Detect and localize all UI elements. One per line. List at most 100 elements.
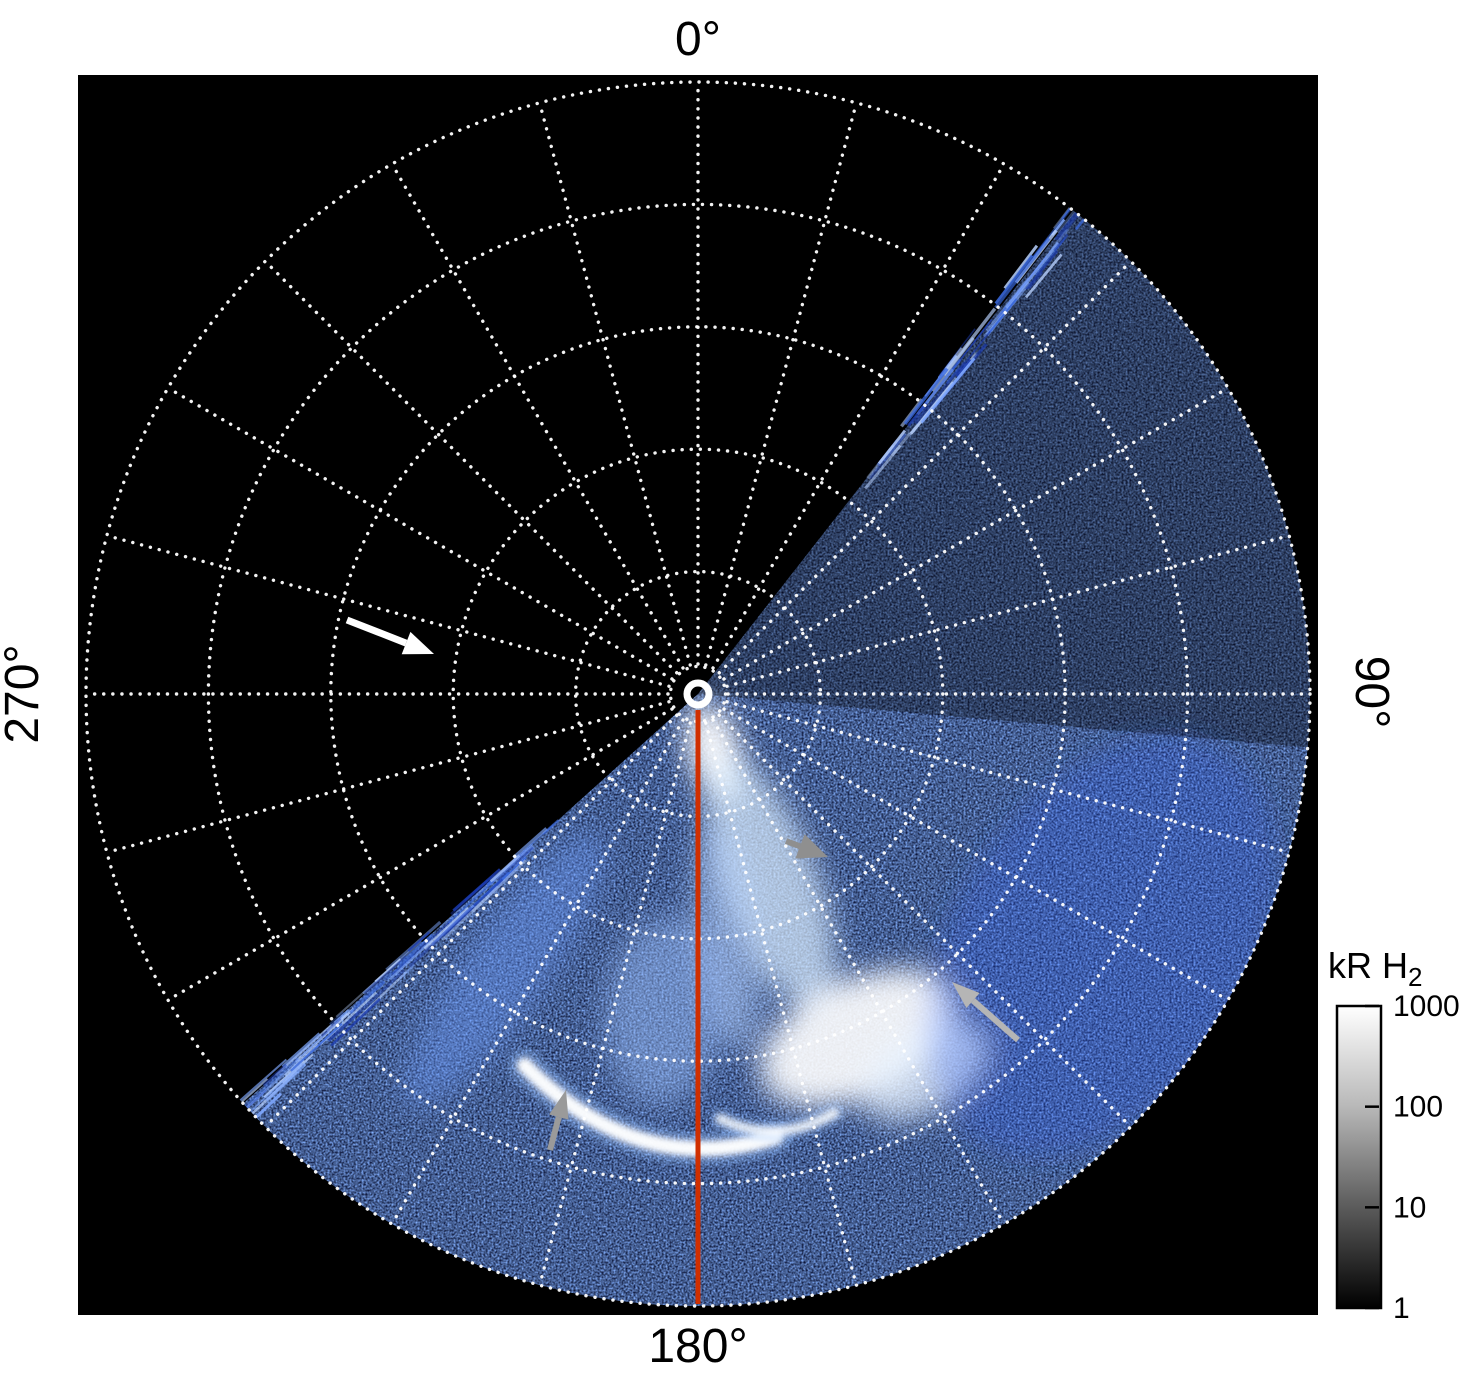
dim-sector bbox=[698, 211, 1310, 748]
fringe-streak bbox=[471, 859, 527, 913]
grid-spoke bbox=[263, 259, 679, 675]
grid-spoke bbox=[390, 718, 685, 1226]
fringe-streak bbox=[239, 1058, 288, 1102]
fringe-streak bbox=[944, 347, 963, 370]
grid-spoke bbox=[704, 101, 859, 667]
grid-spoke bbox=[725, 700, 1291, 855]
fringe-streak bbox=[447, 880, 495, 924]
fringe-streak bbox=[1005, 241, 1060, 309]
fringe-streak bbox=[920, 357, 976, 424]
fringe-streak bbox=[864, 444, 902, 490]
grid-ring bbox=[206, 202, 1190, 1186]
fringe-streak bbox=[330, 997, 381, 1047]
grid-spoke bbox=[711, 718, 1006, 1226]
fringe-streak bbox=[911, 404, 929, 425]
fringe-streak bbox=[320, 1017, 342, 1037]
gray-arrow-bottom-head bbox=[549, 1090, 569, 1120]
fringe-streak bbox=[955, 358, 972, 378]
streak-fan bbox=[704, 755, 837, 1010]
fringe-streak bbox=[1054, 212, 1078, 241]
fringe-streak bbox=[246, 1058, 301, 1109]
fringe-streak bbox=[1056, 210, 1076, 234]
fringe-streak bbox=[349, 980, 386, 1015]
grid-spoke bbox=[537, 721, 692, 1287]
gray-arrow-bottom bbox=[547, 1090, 569, 1151]
fringe-streak bbox=[327, 1009, 363, 1042]
fringe-streak bbox=[262, 1063, 288, 1087]
fringe-streak bbox=[384, 953, 415, 982]
colorbar-gradient bbox=[1335, 1004, 1383, 1310]
gray-arrow-right-shaft bbox=[971, 998, 1020, 1043]
colorbar-title: kR H2 bbox=[1328, 945, 1422, 992]
fringe-streak bbox=[431, 904, 475, 945]
gray-pointer bbox=[784, 834, 828, 859]
left-limb-streaks bbox=[404, 832, 606, 1108]
fringe-streak bbox=[407, 931, 431, 952]
grid-spoke bbox=[537, 101, 692, 667]
fringe-streak bbox=[263, 1059, 305, 1099]
fringe-streak bbox=[1053, 233, 1069, 252]
gray-arrow-right-head bbox=[952, 982, 980, 1008]
south-fill bbox=[604, 915, 726, 1106]
fringe-streak bbox=[1024, 253, 1063, 299]
colorbar-tick-label: 100 bbox=[1393, 1091, 1443, 1124]
fringe-streak bbox=[442, 878, 504, 937]
white-arrow-head bbox=[401, 631, 434, 655]
grid-spoke bbox=[722, 707, 1230, 1002]
grid-spoke bbox=[722, 386, 1230, 681]
grid-ring bbox=[84, 80, 1312, 1308]
fringe-streak bbox=[496, 846, 534, 881]
colorbar-tick-label: 1 bbox=[1393, 1292, 1410, 1325]
grid-spoke bbox=[166, 386, 674, 681]
grid-spoke bbox=[717, 713, 1133, 1129]
fringe-streak bbox=[1057, 213, 1080, 241]
fringe-streak bbox=[294, 1007, 355, 1063]
fringe-streak bbox=[869, 433, 907, 480]
fringe-streak bbox=[994, 254, 1034, 305]
fringe-streak bbox=[333, 1009, 350, 1025]
white-arrow-shaft bbox=[345, 616, 408, 647]
grid-ring bbox=[451, 447, 945, 941]
fringe-streak bbox=[300, 1029, 331, 1057]
gray-arrow-bottom-shaft bbox=[547, 1116, 562, 1151]
fringe-streak bbox=[489, 854, 521, 883]
fringe-streak bbox=[1028, 271, 1044, 290]
angle-label-180: 180° bbox=[648, 1320, 747, 1373]
fringe-streak bbox=[877, 429, 907, 465]
colorbar-tick-label: 10 bbox=[1393, 1191, 1426, 1224]
fringe-streak bbox=[329, 1011, 345, 1026]
fringe-streak bbox=[399, 963, 416, 980]
fringe-streak bbox=[249, 1062, 304, 1113]
aurora-arc-layer bbox=[508, 1049, 845, 1166]
grid-spoke bbox=[105, 533, 671, 688]
white-arrow bbox=[345, 616, 434, 655]
fringe-streak bbox=[903, 367, 949, 426]
fringe-streak bbox=[542, 819, 560, 835]
fringe-streak bbox=[882, 432, 907, 462]
fringe-streak bbox=[374, 958, 402, 983]
dim-layer bbox=[698, 211, 1310, 748]
angle-label-0: 0° bbox=[675, 13, 721, 66]
fringe-streak bbox=[1025, 250, 1059, 291]
grid-spoke bbox=[725, 533, 1291, 688]
grid-spoke bbox=[166, 707, 674, 1002]
gray-arrow-right bbox=[952, 982, 1020, 1043]
annotation-arrows bbox=[345, 616, 1020, 1151]
gray-pointer-shaft bbox=[784, 838, 802, 850]
colorbar-tick-label: 1000 bbox=[1393, 990, 1460, 1023]
fringe-streak bbox=[955, 331, 991, 375]
fringe-streak bbox=[464, 879, 489, 901]
fringe-streak bbox=[512, 827, 548, 860]
gray-pointer-head bbox=[795, 834, 828, 859]
fringe-streak bbox=[522, 823, 555, 853]
polar-grid bbox=[84, 80, 1312, 1308]
angle-label-270: 270° bbox=[0, 644, 49, 743]
bottom-right-glow bbox=[926, 736, 1279, 1158]
fringe-streak bbox=[265, 1062, 307, 1102]
grid-ring bbox=[668, 664, 728, 724]
fringe-streak bbox=[1003, 244, 1039, 290]
fringe-streak bbox=[945, 367, 960, 385]
fringe-streak bbox=[281, 1053, 314, 1084]
grid-spoke bbox=[390, 162, 685, 670]
